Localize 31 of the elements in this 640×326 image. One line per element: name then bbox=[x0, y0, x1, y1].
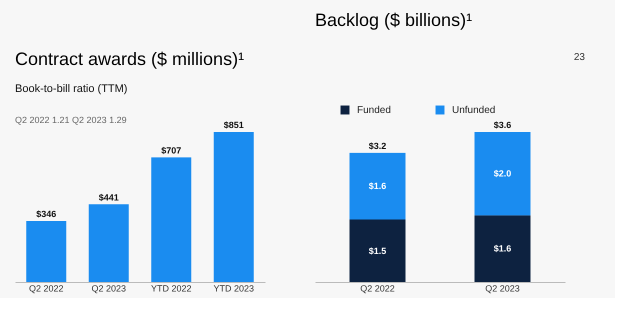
bar bbox=[474, 215, 530, 282]
total-label: $3.6 bbox=[494, 120, 512, 130]
legend-label: Funded bbox=[357, 105, 391, 116]
x-tick-label: Q2 2022 bbox=[28, 284, 64, 294]
data-label: $2.0 bbox=[494, 168, 512, 179]
text: Q2 2022 1.21 Q2 2023 1.29 bbox=[15, 115, 127, 125]
data-label: $707 bbox=[161, 145, 182, 156]
x-tick-label: Q2 2023 bbox=[485, 284, 520, 294]
bar bbox=[151, 157, 192, 282]
data-label: $1.6 bbox=[494, 244, 512, 254]
data-label: $851 bbox=[224, 120, 244, 130]
x-tick-label: Q2 2022 bbox=[360, 284, 395, 294]
data-label: $441 bbox=[98, 192, 119, 202]
bar bbox=[350, 152, 406, 220]
bar bbox=[350, 220, 406, 282]
total-label: $3.2 bbox=[368, 140, 386, 151]
chart-title: Backlog ($ billions)¹ bbox=[315, 10, 472, 30]
data-label: $1.6 bbox=[368, 181, 386, 192]
chart-title: Contract awards ($ millions)¹ bbox=[15, 49, 244, 69]
data-label: $1.5 bbox=[368, 246, 386, 256]
bar bbox=[474, 132, 530, 216]
bar bbox=[214, 132, 254, 282]
bar bbox=[26, 221, 66, 282]
x-tick-label: Q2 2023 bbox=[91, 284, 126, 294]
legend-label: Unfunded bbox=[452, 105, 496, 116]
chart-subtitle: Book-to-bill ratio (TTM) bbox=[15, 83, 128, 95]
bar bbox=[88, 204, 129, 282]
x-tick-label: YTD 2023 bbox=[213, 284, 254, 294]
x-tick-label: YTD 2022 bbox=[150, 284, 192, 294]
data-label: $346 bbox=[36, 209, 56, 220]
text: 23 bbox=[574, 52, 586, 63]
